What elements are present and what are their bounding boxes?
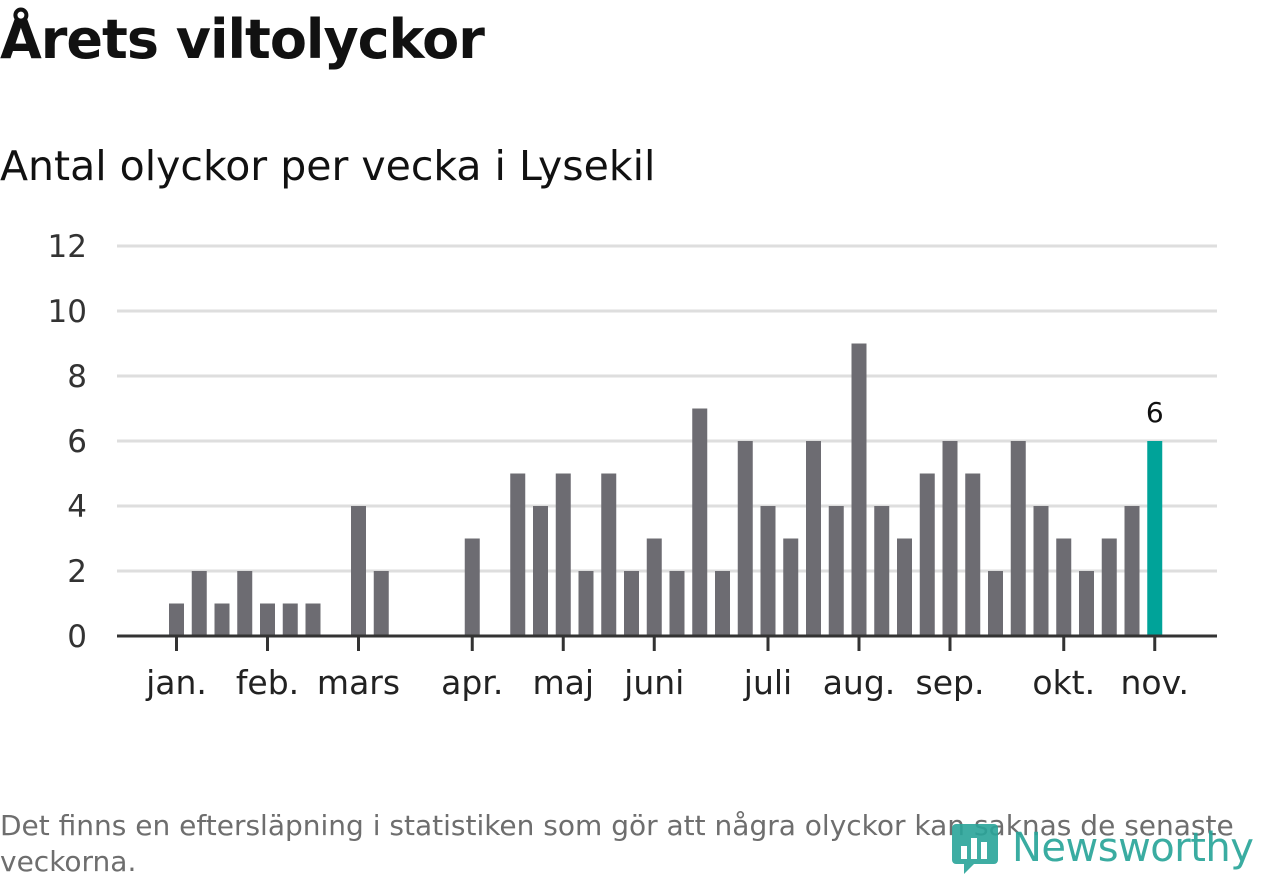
bar [828,506,844,636]
chart-subtitle: Antal olyckor per vecka i Lysekil [0,142,656,190]
bar [260,603,275,636]
bar [965,473,981,636]
bar [1101,538,1117,636]
bar [351,506,366,636]
bar [874,506,890,636]
bar-highlight [1147,441,1163,636]
bar [1124,506,1140,636]
y-tick-label: 4 [67,489,87,525]
bar [897,538,912,636]
y-tick-label: 0 [67,619,87,655]
bar [1010,441,1026,636]
bar [783,538,799,636]
bar [646,538,662,636]
bar [601,473,617,636]
bar [692,408,708,636]
y-tick-label: 8 [67,359,87,395]
bar [214,603,230,636]
bar [237,571,253,636]
bar [578,571,594,636]
bar [373,571,389,636]
y-axis-ticks: 0 2 4 6 8 10 12 [48,229,87,655]
x-tick-label: juli [743,663,792,702]
bar [624,571,639,636]
bar [806,441,821,636]
bar [919,473,935,636]
x-tick-label: sep. [916,663,985,702]
x-tick-label: mars [317,663,400,702]
x-tick-label: okt. [1032,663,1095,702]
bar [533,506,548,636]
bar [305,603,321,636]
bar [851,343,867,636]
newsworthy-chart-icon [952,824,998,874]
bar [1056,538,1072,636]
x-tick-label: feb. [236,663,299,702]
y-tick-label: 2 [67,554,87,590]
data-labels: 6 [1146,396,1164,429]
bar [988,571,1003,636]
bar [715,571,730,636]
x-tick-label: jan. [145,663,207,702]
y-tick-label: 6 [67,424,87,460]
x-tick-label: nov. [1120,663,1189,702]
bar [510,473,526,636]
bar [1033,506,1049,636]
bar [191,571,207,636]
bar [169,603,184,636]
y-tick-label: 10 [48,294,87,330]
x-tick-label: juni [623,663,684,702]
x-tick-label: aug. [823,663,896,702]
bar [555,473,571,636]
bars [169,343,1163,636]
bar [1079,571,1094,636]
newsworthy-logo: Newsworthy [950,818,1260,878]
x-tick-label: maj [532,663,594,702]
footnote: Det finns en eftersläpning i statistiken… [0,809,1234,878]
bar [760,506,776,636]
bar [737,441,753,636]
gridlines [117,244,1217,573]
data-label: 6 [1146,396,1164,429]
bar [669,571,685,636]
bar [282,603,298,636]
x-axis-ticks: jan. feb. mars apr. maj juni juli aug. sep. okt. n… [145,636,1189,702]
x-tick-label: apr. [441,663,503,702]
chart-title: Årets viltolyckor [0,8,485,71]
y-tick-label: 12 [48,229,87,265]
bar [942,441,958,636]
bar [464,538,480,636]
logo-text: Newsworthy [1012,825,1254,871]
